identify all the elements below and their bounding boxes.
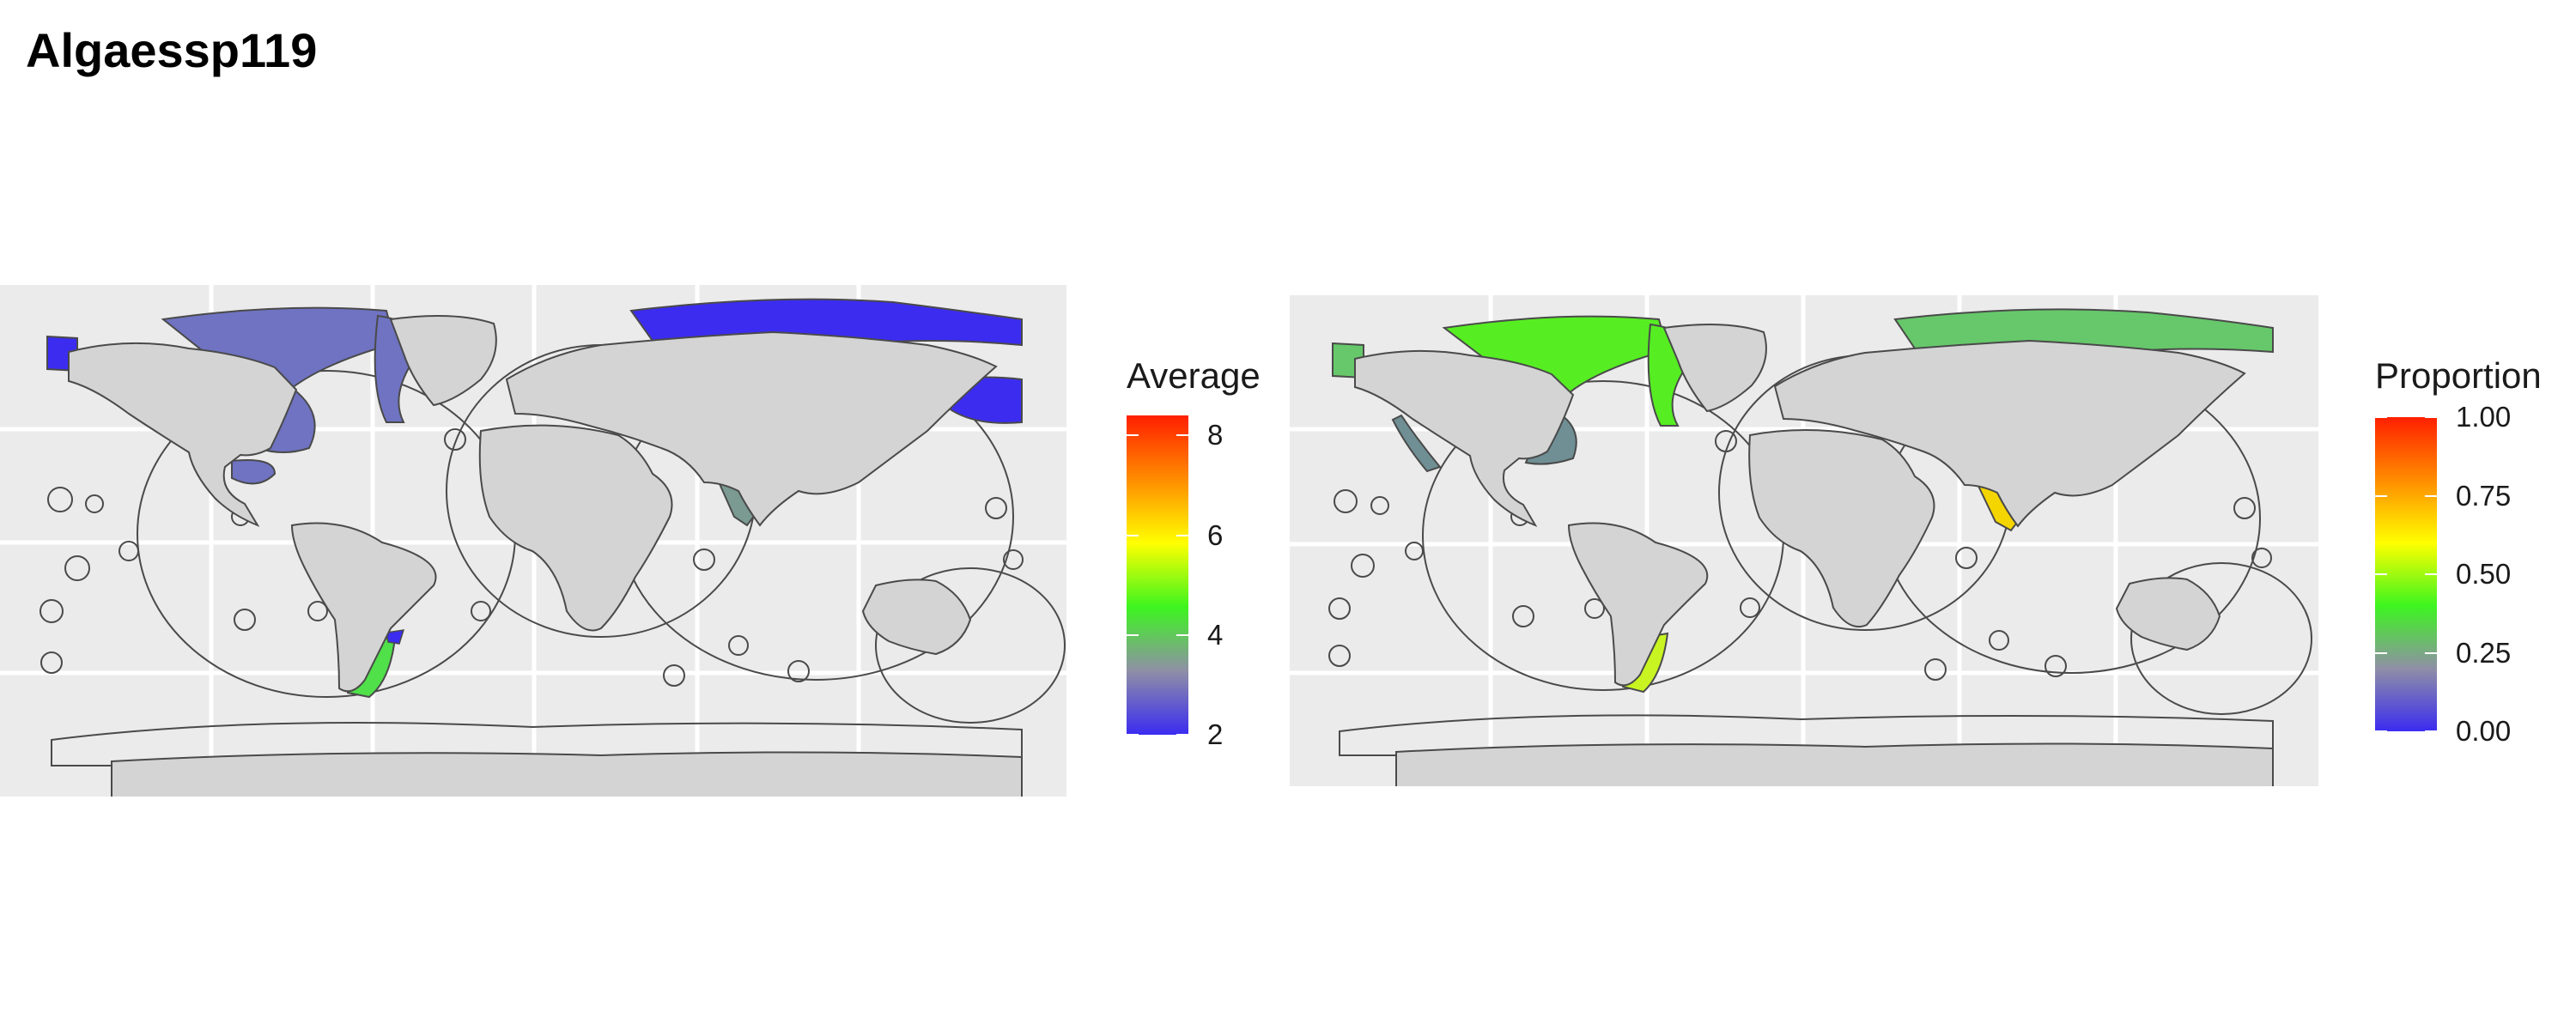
land-greenland [389, 315, 497, 407]
land-antarctica [111, 751, 1023, 797]
proportion-legend-tick-label: 1.00 [2456, 401, 2512, 433]
proportion-legend-tick-mark [2375, 730, 2387, 732]
average-legend-tick-mark [1176, 434, 1188, 437]
proportion-legend-tick-mark [2425, 416, 2437, 418]
land-greenland [1662, 324, 1767, 413]
proportion-legend-tick-mark [2425, 573, 2437, 575]
region-gulf-of-mexico [231, 459, 276, 485]
land-australia [861, 579, 972, 656]
average-color-bar [1127, 415, 1188, 735]
land-antarctica [1395, 742, 2274, 786]
land-eurasia [505, 330, 998, 527]
average-legend-tick-mark [1176, 734, 1188, 736]
average-legend-tick-mark [1127, 534, 1139, 536]
average-legend: Average 2 4 6 8 [1127, 352, 1298, 750]
land-south-america [1567, 522, 1709, 687]
proportion-legend-tick-mark [2375, 651, 2387, 654]
proportion-legend-tick-mark [2425, 730, 2437, 732]
proportion-legend-title: Proportion [2375, 355, 2542, 396]
proportion-legend-tick-label: 0.75 [2456, 479, 2512, 512]
land-eurasia [1773, 339, 2246, 528]
proportion-legend-tick-label: 0.50 [2456, 558, 2512, 590]
average-legend-tick-mark [1127, 434, 1139, 437]
proportion-legend-tick-mark [2425, 651, 2437, 654]
region-rio-de-la-plata [386, 629, 405, 645]
proportion-legend-tick-label: 0.25 [2456, 636, 2512, 669]
average-legend-title: Average [1127, 355, 1261, 396]
average-map-panel [0, 285, 1066, 797]
average-legend-tick-label: 8 [1207, 419, 1224, 451]
land-north-america [68, 342, 298, 528]
proportion-legend-tick-mark [2375, 573, 2387, 575]
page-title: Algaessp119 [26, 23, 318, 77]
average-legend-ticks: 2 4 6 8 [1127, 352, 1298, 750]
average-legend-tick-label: 2 [1207, 718, 1224, 750]
land-south-america [290, 522, 437, 693]
land-north-america [1354, 349, 1575, 527]
proportion-legend-tick-label: 0.00 [2456, 715, 2512, 747]
average-legend-tick-label: 4 [1207, 618, 1224, 651]
proportion-map-panel [1290, 295, 2318, 786]
average-legend-tick-mark [1176, 534, 1188, 536]
average-legend-tick-mark [1127, 734, 1139, 736]
average-legend-tick-mark [1127, 633, 1139, 636]
land-australia [2115, 577, 2221, 651]
land-masses [68, 315, 1023, 797]
proportion-legend-ticks: 0.00 0.25 0.50 0.75 1.00 [2375, 352, 2573, 747]
average-legend-tick-label: 6 [1207, 518, 1224, 551]
land-africa [478, 424, 673, 632]
proportion-legend-tick-mark [2375, 416, 2387, 418]
proportion-legend: Proportion 0.00 0.25 0.50 0.75 1.00 [2375, 352, 2573, 747]
land-masses [1354, 324, 2274, 786]
average-map-svg [0, 285, 1066, 797]
proportion-legend-tick-mark [2375, 494, 2387, 497]
land-africa [1748, 429, 1935, 628]
proportion-legend-tick-mark [2425, 494, 2437, 497]
region-na-west-coast [1391, 414, 1442, 473]
average-legend-tick-mark [1176, 633, 1188, 636]
proportion-map-svg [1290, 295, 2318, 786]
